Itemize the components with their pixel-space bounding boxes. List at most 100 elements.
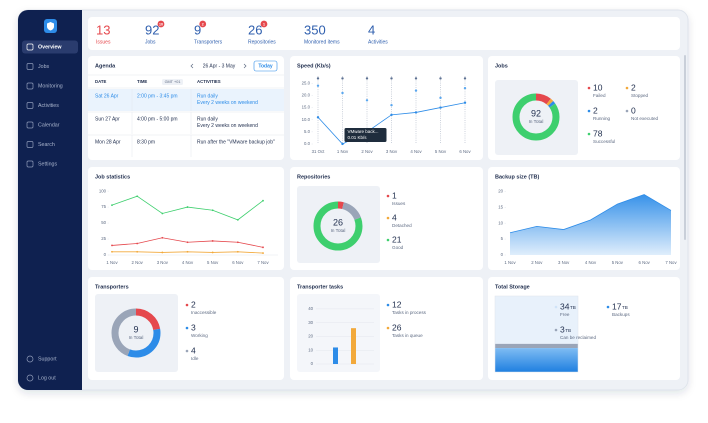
scatter-point (316, 84, 320, 87)
legend-unit: TB (622, 305, 628, 310)
legend-label: Idle (191, 356, 199, 361)
stat-badge-text: 2 (202, 22, 204, 26)
nav-item[interactable]: Calendar (38, 122, 60, 128)
x-tick-label: 7 Nov (257, 260, 269, 265)
legend-dot (625, 86, 629, 90)
legend-label: Good (392, 245, 404, 250)
sidebar-edge (70, 10, 82, 390)
line-point (186, 250, 189, 253)
nav-item[interactable]: Support (38, 356, 57, 362)
y-tick-label: 10 (498, 220, 503, 225)
agenda-cell: Sun 27 Apr (95, 116, 120, 122)
line-point (161, 212, 164, 215)
agenda-activity: Run daily (197, 116, 218, 122)
nav-item[interactable]: Activities (38, 103, 59, 109)
x-tick-label: 1 Nov (504, 260, 516, 265)
legend-dot (386, 194, 390, 198)
line-point (161, 251, 164, 254)
legend-value: 4 (191, 345, 196, 355)
y-tick-label: 20 (498, 189, 503, 194)
stat-label: Monitored items (304, 39, 340, 45)
nav-item[interactable]: Search (38, 142, 55, 148)
panel-title: Transporter tasks (297, 284, 343, 290)
today-label[interactable]: Today (258, 63, 273, 69)
donut-segment (111, 308, 161, 358)
y-tick-label: 100 (99, 188, 107, 193)
line-point (161, 236, 164, 239)
line-point (186, 241, 189, 244)
y-tick-label: 30 (308, 320, 313, 325)
stat-badge-text: 10 (159, 22, 163, 26)
legend-value: 4 (392, 212, 397, 222)
next-arrow[interactable] (243, 63, 247, 69)
y-tick-label: 25.0 (302, 80, 311, 85)
legend-label: Tasks in process (392, 310, 427, 315)
line-point (390, 113, 393, 117)
x-tick-label: 6 Nov (459, 149, 471, 154)
tooltip-value: 0.01 Kb/s (348, 135, 368, 140)
nav-item[interactable]: Monitoring (38, 83, 63, 89)
prev-arrow[interactable] (190, 63, 194, 69)
legend-value: 2 (593, 105, 598, 115)
storage-segment (495, 296, 578, 344)
donut-total: 26 (333, 217, 343, 227)
legend-value: 21 (392, 234, 402, 244)
y-tick-label: 0.0 (304, 141, 311, 146)
legend-unit: TB (565, 328, 571, 333)
nav-active[interactable] (22, 40, 78, 54)
nav-item[interactable]: Overview (38, 44, 62, 50)
stat-value: 4 (368, 22, 375, 37)
legend-value: 78 (593, 128, 603, 138)
agenda-cell: 4:00 pm - 5:00 pm (137, 116, 178, 122)
legend-label: Backups (612, 312, 630, 317)
line-point (111, 250, 113, 253)
x-tick-label: 6 Nov (232, 260, 244, 265)
nav-icon (26, 121, 34, 129)
donut-total-label: In Total (529, 119, 544, 124)
agenda-activity: Every 2 weeks on weekend (197, 123, 258, 129)
panel-title: Jobs (495, 63, 508, 69)
x-tick-label: 4 Nov (585, 260, 597, 265)
bar (333, 347, 338, 364)
agenda-activity: Run after the "VMware backup job" (197, 139, 275, 145)
nav-item[interactable]: Jobs (38, 64, 50, 70)
nav-item[interactable]: Log out (38, 375, 56, 381)
series-line (509, 194, 672, 234)
stat-value: 92 (145, 22, 159, 37)
scatter-point (316, 77, 320, 80)
line-point (262, 252, 264, 254)
legend-value: 10 (593, 82, 603, 92)
line-point (262, 246, 264, 249)
nav-icon (26, 82, 34, 90)
x-tick-label: 2 Nov (132, 260, 144, 265)
legend-dot (606, 305, 610, 309)
panel-title: Repositories (297, 174, 330, 180)
column-header: ACTIVITIES (197, 79, 221, 84)
y-tick-label: 75 (101, 204, 106, 209)
sidebar (18, 10, 82, 390)
chart-bg (297, 294, 380, 372)
y-tick-label: 40 (308, 306, 313, 311)
x-tick-label: 3 Nov (386, 149, 398, 154)
nav-icon (26, 102, 34, 109)
nav-icon (26, 63, 34, 70)
column-header: TIME (137, 79, 147, 84)
legend-value: 3 (560, 324, 565, 334)
x-tick-label: 3 Nov (157, 260, 169, 265)
nav-icon (26, 160, 34, 168)
line-point (316, 116, 320, 119)
nav-icon (26, 141, 34, 148)
scatter-point (341, 91, 344, 95)
legend-dot (554, 328, 558, 332)
legend-label: Can be reclaimed (560, 335, 596, 340)
x-tick-label: 5 Nov (207, 260, 219, 265)
nav-item[interactable]: Settings (38, 161, 57, 167)
today-button[interactable] (253, 60, 278, 72)
bar (351, 328, 356, 364)
legend-dot (554, 305, 558, 309)
legend-dot (386, 303, 390, 307)
scrollbar (684, 55, 686, 240)
legend-label: Free (560, 312, 570, 317)
legend-dot (386, 326, 390, 330)
line-point (236, 250, 239, 253)
